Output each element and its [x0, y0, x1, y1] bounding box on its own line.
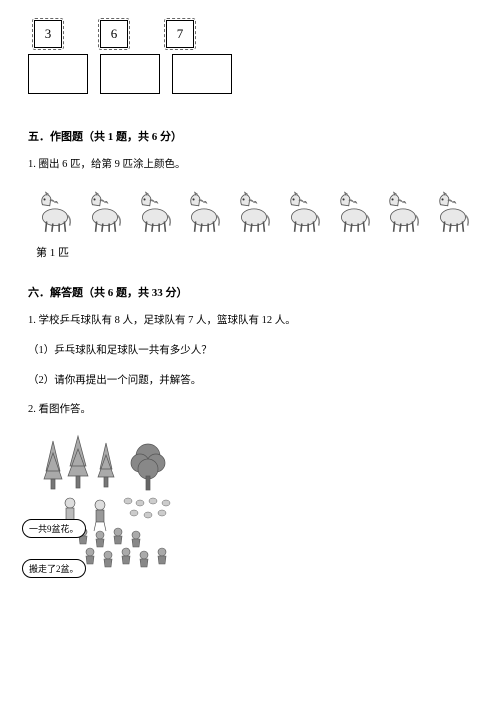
number-badges-row: 3 6 7	[34, 20, 472, 48]
garden-illustration: 一共9盆花。 搬走了2盆。	[28, 431, 203, 591]
section-5-q1: 1. 圈出 6 匹，给第 9 匹涂上颜色。	[28, 156, 472, 174]
speech-bubble-1: 一共9盆花。	[22, 519, 86, 538]
number-value: 3	[45, 26, 52, 42]
speech-bubble-2: 搬走了2盆。	[22, 559, 86, 578]
horse-icon	[331, 190, 373, 234]
section-6-q1-sub1: （1）乒乓球队和足球队一共有多少人？	[28, 342, 472, 360]
first-horse-label: 第 1 匹	[36, 244, 472, 260]
number-badge: 6	[100, 20, 128, 48]
number-badge: 7	[166, 20, 194, 48]
section-5-header: 五．作图题（共 1 题，共 6 分）	[28, 128, 472, 144]
section-6-header: 六．解答题（共 6 题，共 33 分）	[28, 284, 472, 300]
horse-icon	[32, 190, 74, 234]
horse-row	[32, 190, 472, 234]
horse-icon	[132, 190, 174, 234]
answer-boxes-row	[28, 54, 472, 94]
horse-icon	[430, 190, 472, 234]
answer-box	[172, 54, 232, 94]
section-6-q1: 1. 学校乒乓球队有 8 人，足球队有 7 人，篮球队有 12 人。	[28, 312, 472, 330]
horse-icon	[82, 190, 124, 234]
horse-icon	[231, 190, 273, 234]
number-value: 6	[111, 26, 118, 42]
section-6-q2: 2. 看图作答。	[28, 401, 472, 419]
horse-icon	[281, 190, 323, 234]
horse-icon	[181, 190, 223, 234]
number-value: 7	[177, 26, 184, 42]
answer-box	[28, 54, 88, 94]
horse-icon	[380, 190, 422, 234]
answer-box	[100, 54, 160, 94]
number-badge: 3	[34, 20, 62, 48]
section-6-q1-sub2: （2）请你再提出一个问题，并解答。	[28, 372, 472, 390]
